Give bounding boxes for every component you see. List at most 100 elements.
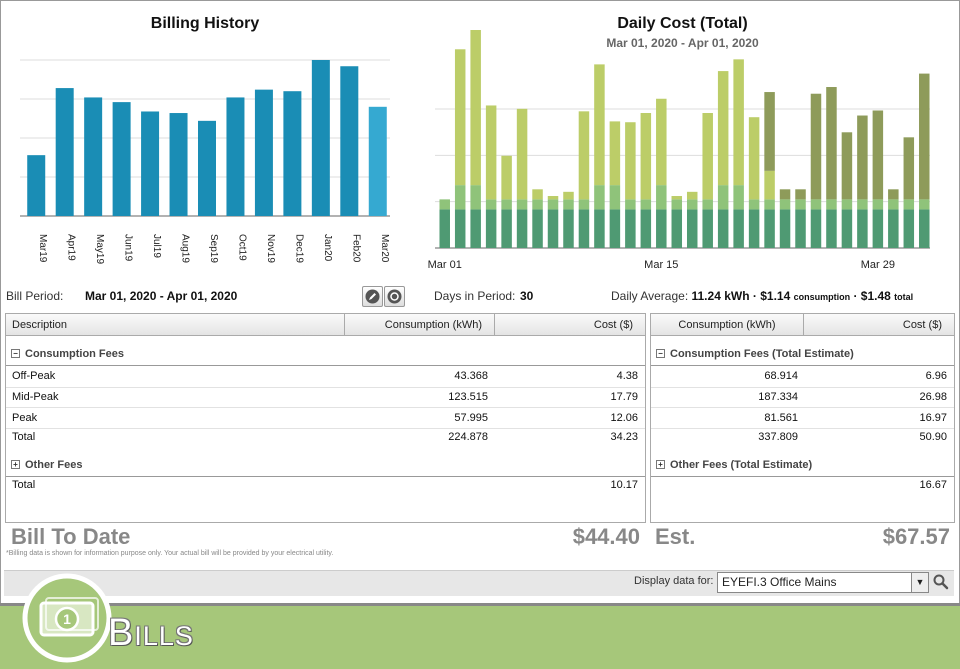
daily-cost-bar-segment[interactable] (594, 185, 605, 210)
consumption-fees-estimate-section[interactable]: − Consumption Fees (Total Estimate) (656, 348, 854, 360)
daily-cost-bar-segment[interactable] (733, 209, 744, 248)
daily-cost-bar-segment[interactable] (810, 199, 822, 210)
daily-cost-bar-segment[interactable] (717, 185, 729, 210)
daily-cost-bar-segment[interactable] (919, 73, 930, 200)
billing-bar[interactable] (368, 106, 387, 216)
daily-cost-bar-segment[interactable] (656, 209, 667, 248)
daily-cost-bar-segment[interactable] (764, 92, 775, 171)
meter-select[interactable]: EYEFI.3 Office Mains ▼ (717, 572, 929, 593)
daily-cost-bar-segment[interactable] (795, 209, 806, 248)
daily-cost-bar-segment[interactable] (470, 185, 481, 210)
daily-cost-bar-segment[interactable] (795, 189, 806, 200)
daily-cost-bar-segment[interactable] (532, 209, 543, 248)
daily-cost-bar-segment[interactable] (857, 209, 868, 248)
daily-cost-bar-segment[interactable] (748, 199, 760, 210)
daily-cost-bar-segment[interactable] (872, 199, 884, 210)
other-fees-section[interactable]: + Other Fees (11, 459, 82, 471)
daily-cost-bar-segment[interactable] (439, 209, 450, 248)
col-cost[interactable]: Cost ($) (804, 314, 954, 336)
daily-cost-bar-segment[interactable] (841, 199, 853, 210)
daily-cost-bar-segment[interactable] (686, 209, 698, 248)
daily-cost-bar-segment[interactable] (857, 115, 868, 200)
daily-cost-bar-segment[interactable] (748, 117, 760, 200)
daily-cost-bar-segment[interactable] (594, 209, 605, 248)
daily-cost-bar-segment[interactable] (686, 191, 698, 200)
daily-cost-bar-segment[interactable] (578, 199, 590, 210)
daily-cost-bar-segment[interactable] (826, 87, 837, 200)
daily-cost-bar-segment[interactable] (888, 199, 899, 210)
billing-bar[interactable] (169, 113, 188, 216)
daily-cost-bar-segment[interactable] (563, 191, 574, 200)
daily-cost-bar-segment[interactable] (717, 209, 729, 248)
magnifier-icon[interactable] (933, 574, 949, 590)
billing-bar[interactable] (141, 111, 160, 216)
daily-cost-bar-segment[interactable] (903, 209, 915, 248)
daily-cost-bar-segment[interactable] (454, 209, 466, 248)
billing-bar[interactable] (283, 91, 302, 216)
daily-cost-bar-segment[interactable] (671, 209, 683, 248)
daily-cost-bar-segment[interactable] (764, 209, 775, 248)
daily-cost-bar-segment[interactable] (501, 155, 512, 200)
daily-cost-bar-segment[interactable] (563, 199, 574, 210)
daily-cost-bar-segment[interactable] (485, 209, 497, 248)
daily-cost-bar-segment[interactable] (872, 209, 884, 248)
daily-cost-bar-segment[interactable] (857, 199, 868, 210)
daily-cost-bar-segment[interactable] (470, 30, 481, 186)
daily-cost-bar-segment[interactable] (640, 113, 652, 200)
daily-cost-bar-segment[interactable] (872, 110, 884, 200)
daily-cost-bar-segment[interactable] (501, 199, 512, 210)
daily-cost-bar-segment[interactable] (578, 111, 590, 200)
daily-cost-bar-segment[interactable] (888, 189, 899, 200)
billing-bar[interactable] (311, 60, 330, 216)
daily-cost-bar-segment[interactable] (625, 209, 636, 248)
daily-cost-bar-segment[interactable] (671, 199, 683, 210)
billing-bar[interactable] (198, 120, 216, 216)
daily-cost-bar-segment[interactable] (826, 209, 837, 248)
daily-cost-bar-segment[interactable] (810, 93, 822, 200)
daily-cost-bar-segment[interactable] (609, 209, 621, 248)
daily-cost-bar-segment[interactable] (532, 189, 543, 200)
daily-cost-bar-segment[interactable] (485, 105, 497, 200)
daily-cost-bar-segment[interactable] (609, 121, 621, 186)
daily-cost-bar-segment[interactable] (702, 209, 713, 248)
billing-bar[interactable] (27, 155, 46, 216)
daily-cost-bar-segment[interactable] (702, 199, 713, 210)
edit-button[interactable] (362, 286, 383, 307)
collapse-icon[interactable]: − (656, 349, 665, 358)
daily-cost-bar-segment[interactable] (454, 185, 466, 210)
daily-cost-bar-segment[interactable] (733, 185, 744, 210)
collapse-icon[interactable]: − (11, 349, 20, 358)
consumption-fees-section[interactable]: − Consumption Fees (11, 348, 124, 360)
daily-cost-bar-segment[interactable] (888, 209, 899, 248)
expand-icon[interactable]: + (656, 460, 665, 469)
daily-cost-bar-segment[interactable] (547, 196, 559, 200)
col-description[interactable]: Description (6, 314, 344, 336)
daily-cost-bar-segment[interactable] (516, 108, 528, 200)
chevron-down-icon[interactable]: ▼ (911, 573, 928, 592)
billing-bar[interactable] (84, 97, 103, 216)
daily-cost-bar-segment[interactable] (516, 199, 528, 210)
billing-bar[interactable] (55, 88, 74, 216)
daily-cost-bar-segment[interactable] (547, 199, 559, 210)
expand-icon[interactable]: + (11, 460, 20, 469)
daily-cost-bar-segment[interactable] (454, 49, 466, 186)
daily-cost-bar-segment[interactable] (686, 199, 698, 210)
daily-cost-bar-segment[interactable] (532, 199, 543, 210)
billing-bar[interactable] (340, 66, 359, 217)
daily-cost-bar-segment[interactable] (516, 209, 528, 248)
daily-cost-bar-segment[interactable] (826, 199, 837, 210)
daily-cost-bar-segment[interactable] (485, 199, 497, 210)
daily-cost-bar-segment[interactable] (439, 199, 450, 210)
daily-cost-bar-segment[interactable] (919, 199, 930, 210)
daily-cost-bar-segment[interactable] (810, 209, 822, 248)
col-cost[interactable]: Cost ($) (495, 314, 645, 336)
daily-cost-bar-segment[interactable] (594, 64, 605, 186)
daily-cost-bar-segment[interactable] (702, 113, 713, 200)
billing-bar[interactable] (254, 89, 273, 216)
daily-cost-bar-segment[interactable] (779, 199, 791, 210)
daily-cost-bar-segment[interactable] (640, 209, 652, 248)
col-consumption[interactable]: Consumption (kWh) (651, 314, 803, 336)
daily-cost-bar-segment[interactable] (625, 199, 636, 210)
daily-cost-bar-segment[interactable] (470, 209, 481, 248)
daily-cost-bar-segment[interactable] (656, 98, 667, 186)
